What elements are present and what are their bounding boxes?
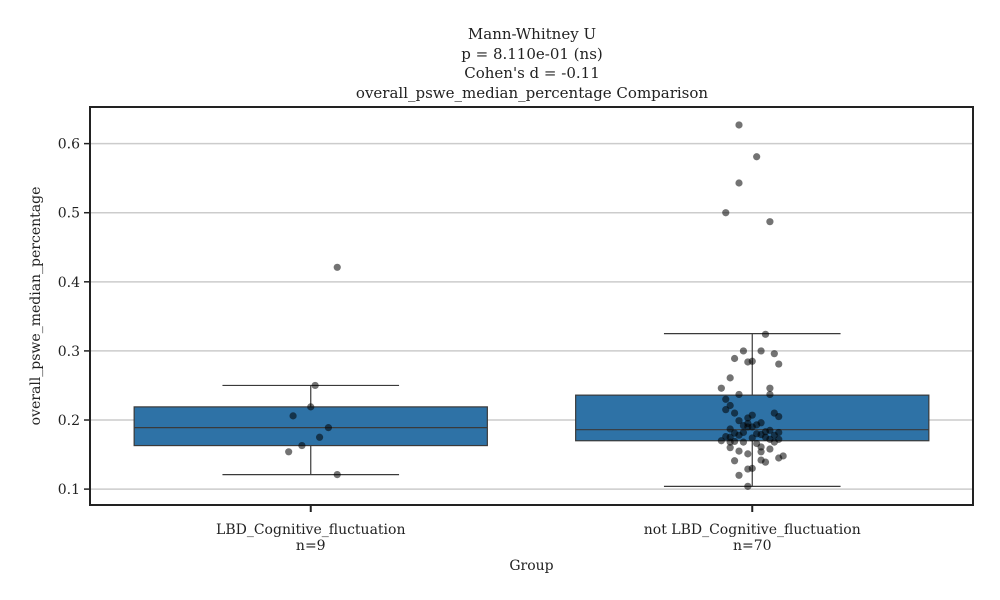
data-point — [735, 447, 743, 455]
data-point — [739, 438, 748, 446]
data-point — [735, 431, 743, 439]
data-point — [289, 412, 297, 420]
data-point — [770, 438, 778, 446]
data-point — [726, 374, 734, 382]
x-tick-count: n=9 — [296, 538, 326, 554]
y-tick-label: 0.1 — [58, 482, 80, 498]
data-point — [744, 465, 752, 473]
data-point — [730, 457, 739, 465]
y-tick-label: 0.2 — [58, 413, 80, 429]
data-point — [775, 412, 783, 421]
data-point — [730, 354, 739, 363]
x-tick-count: n=70 — [733, 538, 772, 554]
title-line-effect-size: Cohen's d = -0.11 — [464, 64, 600, 82]
data-point — [298, 441, 306, 450]
title-line-test: Mann-Whitney U — [467, 25, 597, 43]
y-tick-label: 0.5 — [58, 206, 80, 222]
data-point — [722, 209, 730, 217]
plot-frame — [89, 106, 974, 506]
data-point — [735, 417, 743, 425]
data-point — [726, 444, 734, 452]
data-point — [315, 433, 324, 441]
data-point — [739, 347, 748, 355]
data-point — [285, 448, 293, 456]
data-point — [307, 403, 315, 411]
data-point — [324, 424, 333, 432]
title-line-metric: overall_pswe_median_percentage Compariso… — [355, 84, 709, 102]
x-axis-label: Group — [509, 558, 553, 574]
title-line-pvalue: p = 8.110e-01 (ns) — [461, 45, 603, 63]
box-iqr — [133, 406, 488, 447]
data-point — [726, 438, 734, 446]
data-point — [744, 482, 752, 490]
y-tick-label: 0.3 — [58, 344, 80, 360]
data-point — [717, 437, 725, 445]
data-point — [722, 395, 730, 403]
data-point — [766, 384, 774, 392]
data-point — [766, 445, 774, 453]
data-point — [761, 458, 770, 466]
data-point — [722, 406, 730, 414]
data-point — [735, 179, 743, 187]
data-point — [761, 330, 770, 338]
data-point — [744, 414, 752, 422]
y-tick-label: 0.4 — [58, 275, 80, 291]
data-point — [757, 347, 765, 355]
data-point — [333, 263, 341, 271]
data-point — [775, 360, 783, 368]
data-point — [766, 390, 774, 399]
x-tick-label: LBD_Cognitive_fluctuation — [216, 522, 405, 538]
data-point — [766, 218, 774, 226]
y-tick-label: 0.6 — [58, 137, 80, 153]
data-point — [748, 434, 756, 442]
data-point — [333, 470, 341, 479]
data-point — [735, 121, 743, 129]
data-point — [744, 450, 752, 458]
data-point — [770, 350, 778, 358]
data-point — [757, 443, 765, 451]
data-point — [735, 390, 743, 399]
data-point — [775, 454, 783, 462]
data-point — [744, 358, 752, 366]
data-point — [717, 384, 725, 392]
data-point — [735, 471, 743, 479]
data-point — [753, 153, 761, 161]
data-point — [744, 423, 752, 431]
y-axis-label: overall_pswe_median_percentage — [28, 187, 44, 426]
data-point — [311, 381, 319, 390]
x-tick-label: not LBD_Cognitive_fluctuation — [644, 522, 861, 538]
data-point — [730, 409, 739, 417]
